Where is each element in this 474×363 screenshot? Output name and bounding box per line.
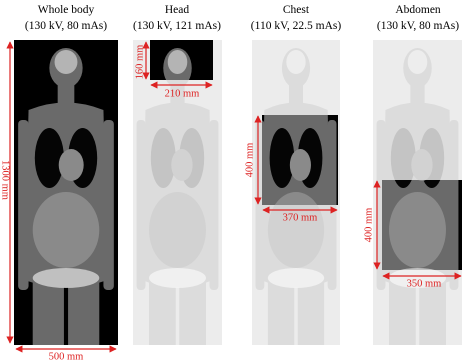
panel-title: Whole body (38, 4, 95, 16)
height-label: 1300 mm (0, 160, 11, 200)
panel-title: Abdomen (395, 4, 441, 16)
width-label: 350 mm (407, 278, 442, 289)
panel-title: Chest (283, 4, 310, 16)
ct-head-scout (133, 40, 222, 345)
height-label: 160 mm (134, 45, 145, 80)
width-label: 370 mm (283, 212, 318, 223)
panel-params: (110 kV, 22.5 mAs) (251, 20, 342, 32)
ct-whole-body (14, 40, 118, 345)
panel-params: (130 kV, 121 mAs) (133, 20, 221, 32)
panel-params: (130 kV, 80 mAs) (377, 20, 459, 32)
panel-params: (130 kV, 80 mAs) (25, 20, 107, 32)
panel-title: Head (165, 4, 190, 16)
height-label: 400 mm (363, 208, 374, 243)
width-label: 210 mm (165, 88, 200, 99)
height-label: 400 mm (244, 143, 255, 178)
width-label: 500 mm (49, 351, 84, 362)
